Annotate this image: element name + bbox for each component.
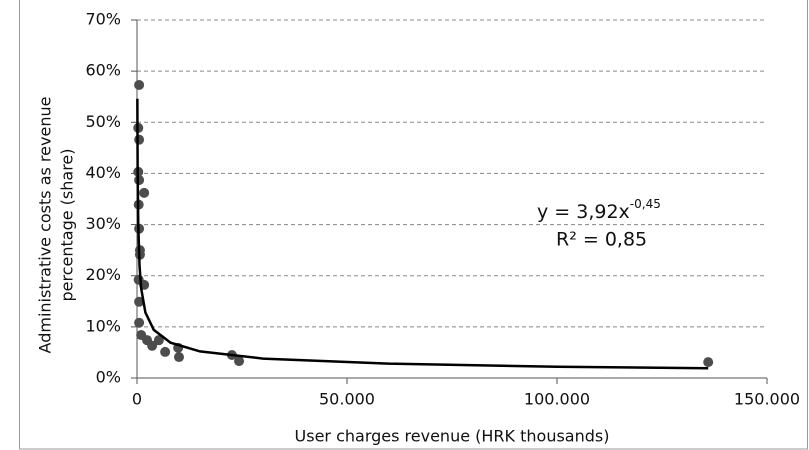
r-squared: R² = 0,85	[556, 229, 647, 251]
y-tick-label: 50%	[85, 112, 121, 131]
data-point	[160, 346, 171, 357]
data-point	[134, 175, 145, 186]
data-point	[234, 356, 245, 367]
data-point	[134, 134, 145, 145]
data-point	[134, 79, 145, 90]
x-tick-label: 0	[132, 390, 142, 409]
x-tick-label: 150.000	[734, 390, 800, 409]
y-tick-label: 40%	[85, 163, 121, 182]
data-point	[134, 296, 145, 307]
y-axis-label: percentage (share)	[58, 148, 77, 301]
y-tick-label: 70%	[85, 10, 121, 29]
data-point	[147, 340, 158, 351]
data-point	[139, 187, 150, 198]
data-point	[153, 335, 164, 346]
y-tick-label: 10%	[85, 316, 121, 335]
x-axis-label: User charges revenue (HRK thousands)	[295, 427, 610, 446]
x-tick-label: 100.000	[524, 390, 590, 409]
x-tick-label: 50.000	[319, 390, 375, 409]
equation-base: y = 3,92x	[537, 201, 630, 223]
y-tick-label: 20%	[85, 265, 121, 284]
chart-frame	[19, 0, 808, 450]
data-point	[703, 357, 714, 368]
equation-exponent: -0,45	[630, 197, 661, 211]
y-tick-label: 30%	[85, 214, 121, 233]
data-point	[174, 352, 184, 363]
y-tick-label: 0%	[96, 368, 121, 387]
y-axis-label: Administrative costs as revenue	[36, 97, 55, 354]
y-tick-label: 60%	[85, 61, 121, 80]
trendline	[136, 98, 709, 370]
data-point	[134, 317, 145, 328]
equation: y = 3,92x-0,45	[537, 197, 661, 223]
